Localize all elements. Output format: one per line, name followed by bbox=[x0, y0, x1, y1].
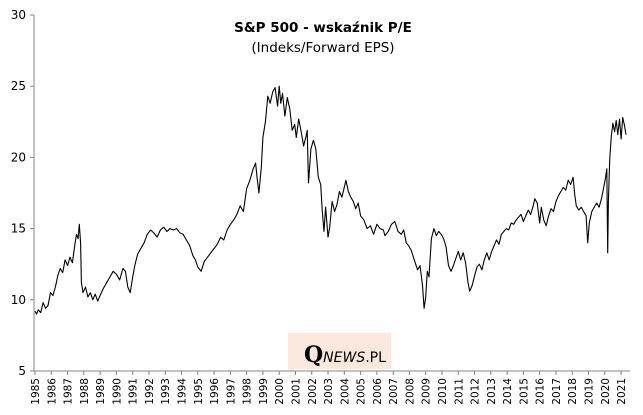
x-tick-label: 1989 bbox=[95, 378, 107, 405]
x-tick-label: 2016 bbox=[535, 378, 547, 405]
x-tick-label: 1985 bbox=[30, 378, 42, 405]
series-line-pe bbox=[34, 85, 627, 315]
x-tick-label: 2000 bbox=[274, 378, 286, 405]
y-axis: 5 10 15 20 25 30 bbox=[11, 8, 35, 378]
x-tick-label: 1987 bbox=[63, 378, 75, 405]
x-tick-label: 2014 bbox=[502, 378, 514, 405]
y-tick-label: 5 bbox=[18, 364, 26, 378]
x-tick-label: 1993 bbox=[160, 378, 172, 405]
x-tick-label: 1995 bbox=[193, 378, 205, 405]
x-axis: 1985 1986 1987 1988 1989 1990 1991 1992 1993 1994… bbox=[30, 370, 630, 405]
x-tick-label: 2013 bbox=[486, 378, 498, 405]
chart-subtitle: (Indeks/Forward EPS) bbox=[251, 40, 394, 56]
x-tick-label: 2018 bbox=[567, 378, 579, 405]
x-tick-label: 1994 bbox=[177, 378, 189, 405]
x-tick-label: 2020 bbox=[600, 378, 612, 405]
x-tick-label: 2021 bbox=[616, 378, 628, 405]
x-tick-label: 2009 bbox=[421, 378, 433, 405]
y-tick-label: 10 bbox=[11, 293, 26, 307]
x-tick-label: 1990 bbox=[111, 378, 123, 405]
x-tick-label: 1998 bbox=[242, 378, 254, 405]
x-tick-label: 2005 bbox=[356, 378, 368, 405]
x-tick-label: 1992 bbox=[144, 378, 156, 405]
x-tick-label: 2004 bbox=[339, 378, 351, 405]
watermark-background bbox=[288, 333, 391, 369]
x-tick-label: 1991 bbox=[128, 378, 140, 405]
y-tick-label: 25 bbox=[11, 79, 26, 93]
x-tick-label: 2006 bbox=[372, 378, 384, 405]
x-tick-label: 1999 bbox=[258, 378, 270, 405]
x-tick-label: 2007 bbox=[388, 378, 400, 405]
x-tick-label: 2008 bbox=[404, 378, 416, 405]
x-tick-label: 2019 bbox=[584, 378, 596, 405]
x-tick-label: 2010 bbox=[437, 378, 449, 405]
x-tick-label: 1996 bbox=[209, 378, 221, 405]
y-tick-label: 30 bbox=[11, 8, 26, 22]
x-tick-label: 2001 bbox=[290, 378, 302, 405]
y-tick-label: 20 bbox=[11, 150, 26, 164]
x-tick-label: 1997 bbox=[225, 378, 237, 405]
watermark-text: QNEWS.PL bbox=[304, 342, 386, 368]
x-tick-label: 2012 bbox=[470, 378, 482, 405]
x-tick-label: 2015 bbox=[518, 378, 530, 405]
x-tick-label: 2003 bbox=[323, 378, 335, 405]
x-tick-label: 2017 bbox=[551, 378, 563, 405]
chart-title: S&P 500 - wskaźnik P/E bbox=[234, 20, 412, 36]
plot-area bbox=[34, 85, 627, 315]
watermark-qnews: QNEWS.PL bbox=[288, 333, 391, 369]
y-tick-label: 15 bbox=[11, 222, 26, 236]
x-tick-label: 2011 bbox=[453, 378, 465, 405]
x-tick-label: 1988 bbox=[79, 378, 91, 405]
x-tick-label: 2002 bbox=[307, 378, 319, 405]
x-tick-label: 1986 bbox=[46, 378, 58, 405]
